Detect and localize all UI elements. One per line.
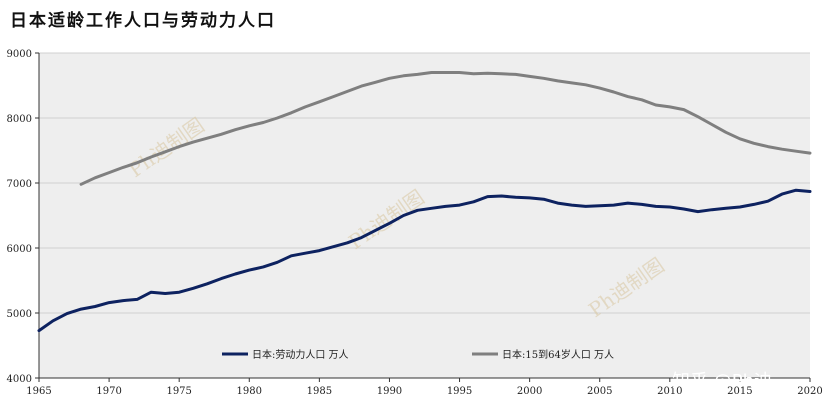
x-tick-label: 1985 [307,386,332,397]
y-tick-label: 4000 [7,374,32,385]
legend: 日本:劳动力人口 万人 日本:15到64岁人口 万人 [222,348,614,361]
x-tick-label: 2005 [587,386,612,397]
x-tick-label: 1975 [166,386,191,397]
y-tick-label: 5000 [7,309,32,320]
y-tick-label: 8000 [7,114,32,125]
legend-label: 日本:15到64岁人口 万人 [502,348,614,361]
legend-label: 日本:劳动力人口 万人 [252,348,349,361]
labor-force-line [37,188,812,333]
chart-title: 日本适龄工作人口与劳动力人口 [10,11,276,31]
y-tick-label: 9000 [7,49,32,60]
gridlines [39,52,810,314]
x-tick-label: 1965 [26,386,51,397]
x-tick-label: 2000 [517,386,542,397]
credit-watermark: 知乎 @Ph迪 [672,371,772,392]
series-lines [37,71,812,333]
x-tick-label: 1970 [96,386,121,397]
x-tick-label: 1990 [377,386,402,397]
axes: 4000 5000 6000 7000 8000 9000 1965 1970 1975 1980… [7,49,823,397]
x-tick-label: 2010 [657,386,682,397]
plot-area [39,53,810,378]
x-tick-label: 1980 [237,386,262,397]
x-tick-label: 2020 [797,386,822,397]
working-age-line [79,71,812,186]
x-tick-label: 1995 [447,386,472,397]
y-tick-label: 7000 [7,179,32,190]
y-tick-label: 6000 [7,244,32,255]
x-tick-label: 2015 [727,386,752,397]
